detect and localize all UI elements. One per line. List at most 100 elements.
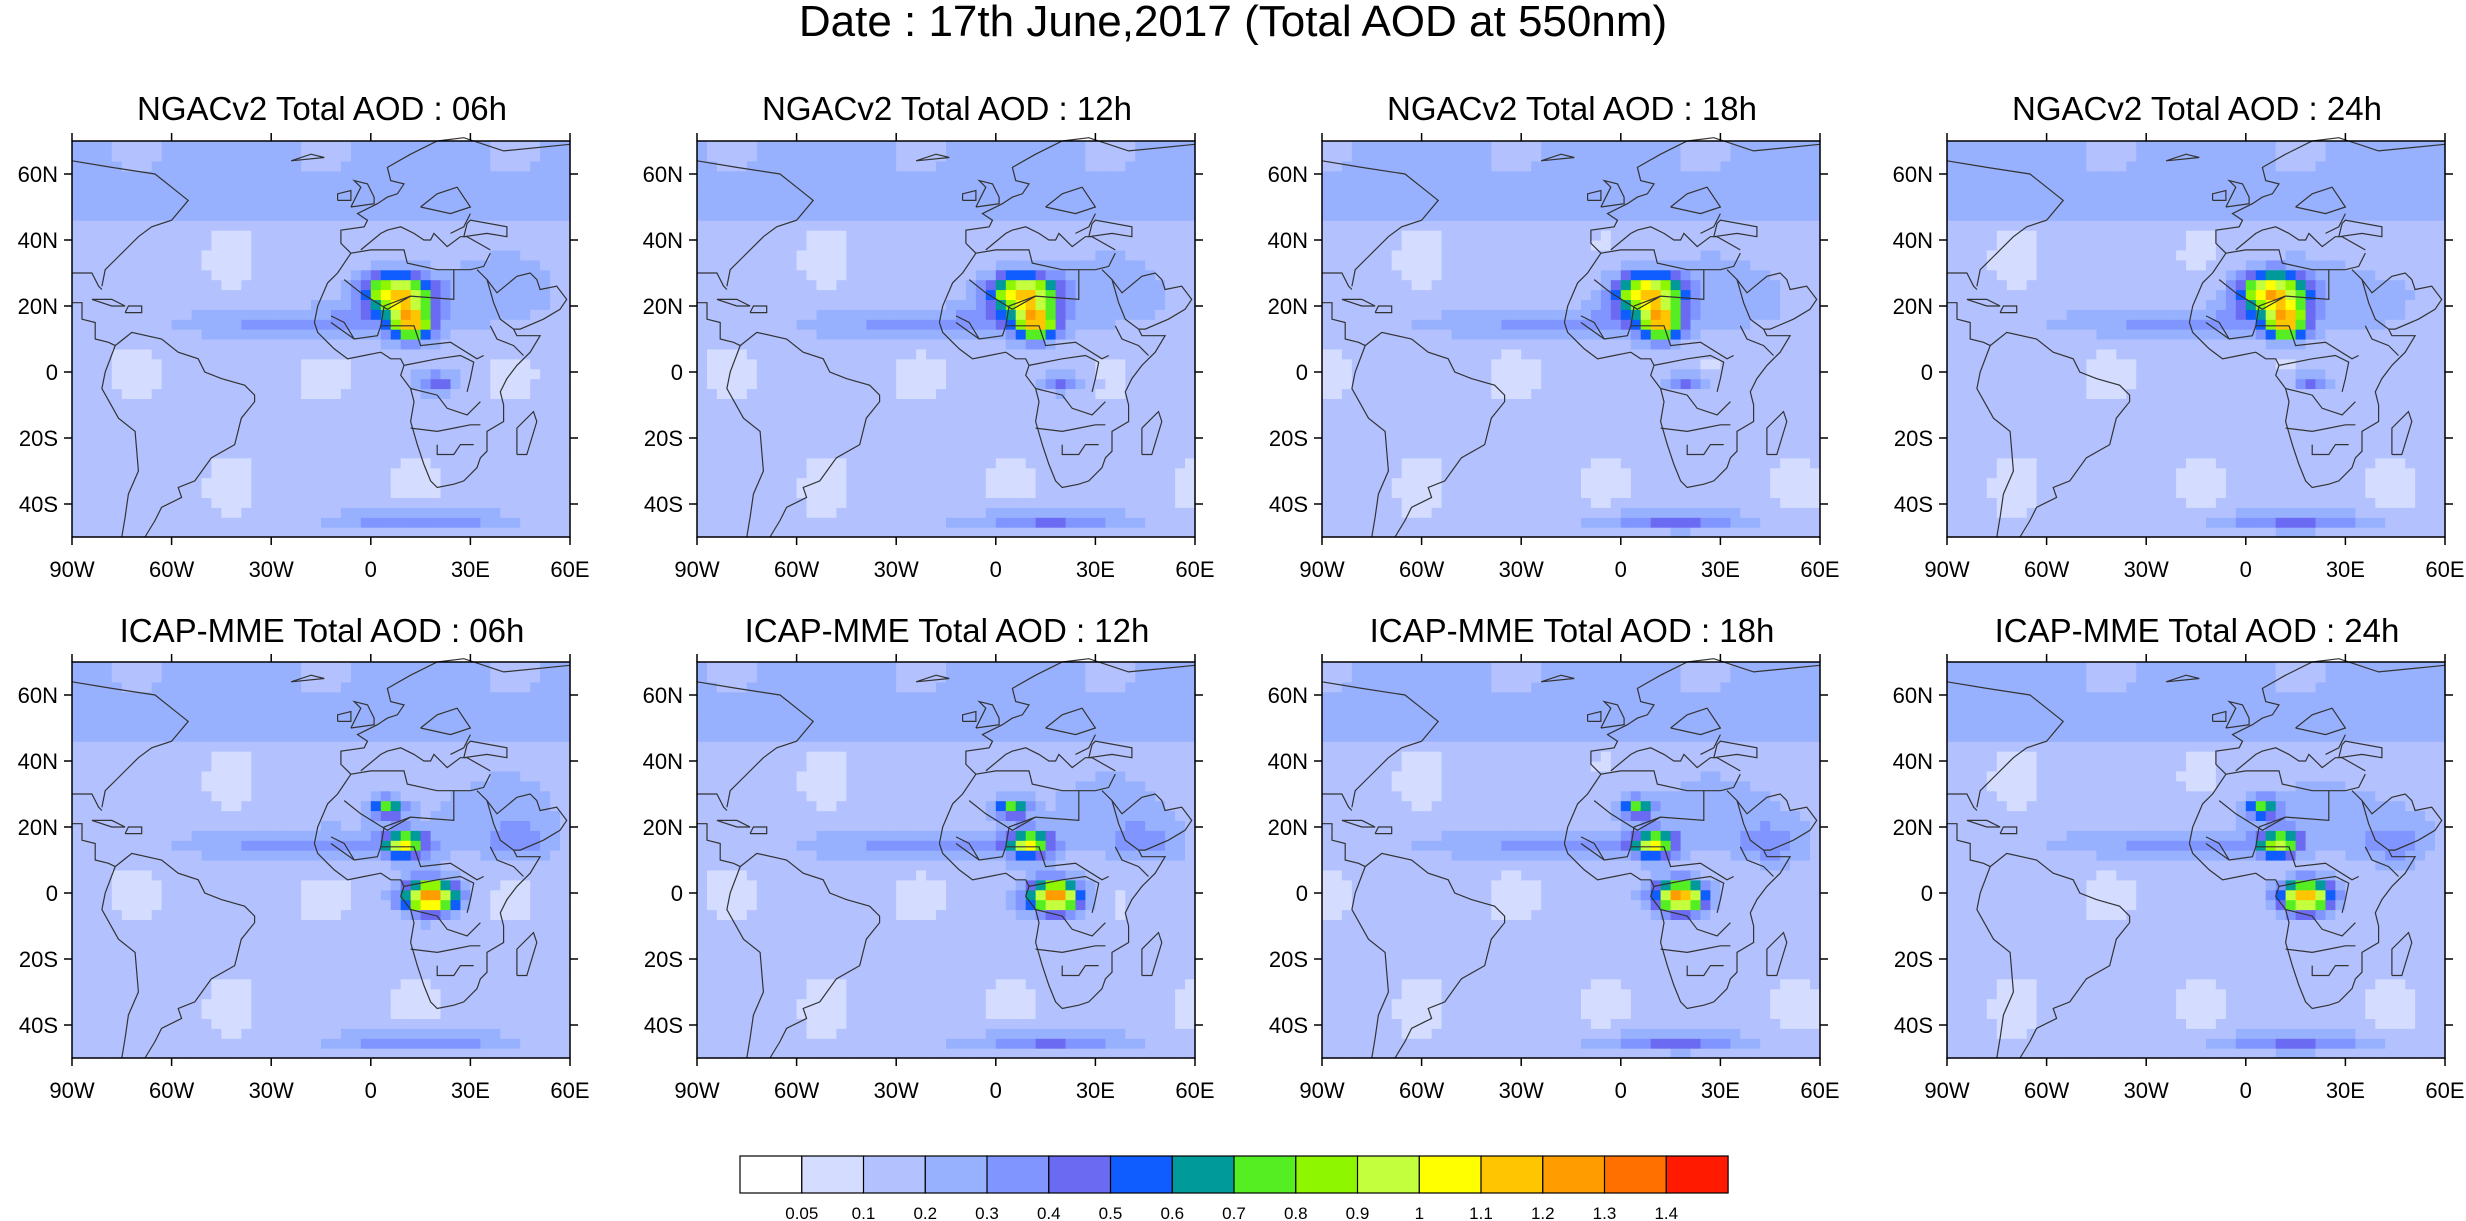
aod-cell: [420, 497, 432, 508]
aod-raster: [72, 141, 571, 538]
aod-cell: [856, 358, 867, 370]
aod-cell: [221, 220, 232, 231]
aod-cell: [956, 339, 967, 350]
aod-cell: [1085, 428, 1096, 439]
aod-cell: [1391, 200, 1403, 211]
aod-cell: [241, 230, 252, 241]
aod-cell: [1015, 230, 1027, 241]
aod-cell: [450, 467, 462, 479]
aod-cell: [1501, 408, 1512, 419]
aod-cell: [707, 457, 718, 469]
aod-cell: [510, 230, 521, 241]
aod-cell: [956, 160, 967, 172]
aod-cell: [956, 210, 967, 221]
aod-cell: [806, 279, 818, 291]
aod-cell: [766, 309, 778, 320]
aod-cell: [291, 259, 302, 271]
aod-cell: [1361, 368, 1373, 380]
aod-cell: [746, 418, 758, 429]
aod-cell: [171, 210, 183, 221]
aod-cell: [1471, 408, 1482, 419]
aod-cell: [1451, 220, 1463, 231]
aod-cell: [331, 289, 342, 300]
aod-cell: [985, 329, 997, 340]
aod-cell: [291, 447, 302, 459]
aod-cell: [1175, 418, 1186, 429]
aod-cell: [1451, 200, 1463, 211]
aod-cell: [806, 170, 818, 182]
aod-cell: [995, 299, 1007, 310]
aod-cell: [460, 279, 471, 291]
aod-cell: [736, 329, 748, 340]
aod-cell: [716, 240, 728, 251]
aod-cell: [906, 527, 917, 538]
aod-cell: [1075, 467, 1087, 479]
aod-cell: [211, 457, 222, 469]
aod-cell: [816, 358, 828, 370]
aod-cell: [450, 358, 462, 370]
aod-cell: [856, 438, 867, 449]
aod-cell: [370, 378, 382, 390]
aod-cell: [550, 428, 561, 439]
aod-cell: [181, 240, 193, 251]
aod-cell: [500, 150, 511, 162]
aod-cell: [1005, 497, 1017, 508]
aod-cell: [726, 428, 738, 439]
aod-cell: [846, 378, 857, 390]
aod-cell: [906, 329, 917, 340]
aod-cell: [1481, 517, 1492, 528]
aod-cell: [806, 200, 818, 211]
aod-cell: [420, 319, 432, 330]
aod-cell: [400, 259, 412, 271]
aod-cell: [956, 447, 967, 459]
aod-cell: [1521, 398, 1532, 409]
aod-cell: [936, 329, 947, 340]
aod-cell: [846, 200, 857, 211]
aod-cell: [776, 487, 788, 498]
aod-cell: [360, 358, 372, 370]
aod-cell: [1421, 141, 1433, 152]
aod-cell: [1075, 141, 1087, 152]
aod-cell: [161, 150, 173, 162]
aod-cell: [707, 527, 718, 538]
aod-cell: [1322, 388, 1333, 399]
aod-cell: [1085, 398, 1096, 409]
coastline: [1028, 354, 1100, 392]
aod-cell: [1341, 160, 1353, 172]
aod-cell: [1175, 180, 1186, 192]
aod-cell: [141, 497, 153, 508]
aod-cell: [1015, 418, 1027, 429]
aod-cell: [82, 319, 93, 330]
aod-cell: [1185, 497, 1196, 508]
aod-cell: [550, 507, 561, 518]
aod-cell: [1381, 259, 1393, 271]
aod-cell: [201, 517, 213, 528]
aod-cell: [1521, 368, 1532, 380]
aod-cell: [370, 150, 382, 162]
aod-cell: [1125, 428, 1136, 439]
aod-cell: [975, 447, 987, 459]
aod-cell: [121, 190, 133, 201]
aod-cell: [1471, 447, 1482, 459]
aod-cell: [1025, 408, 1037, 419]
aod-cell: [1322, 289, 1333, 300]
aod-cell: [560, 358, 571, 370]
aod-cell: [1451, 358, 1463, 370]
aod-cell: [1491, 329, 1502, 340]
aod-cell: [796, 428, 808, 439]
aod-cell: [251, 527, 262, 538]
aod-cell: [1471, 141, 1482, 152]
aod-cell: [241, 368, 252, 380]
aod-cell: [331, 150, 342, 162]
aod-cell: [1075, 269, 1087, 281]
aod-cell: [1045, 527, 1057, 538]
aod-cell: [846, 180, 857, 192]
aod-cell: [560, 368, 571, 380]
aod-cell: [91, 269, 103, 281]
aod-cell: [390, 319, 402, 330]
aod-cell: [1045, 190, 1057, 201]
aod-cell: [1135, 477, 1146, 489]
aod-cell: [141, 249, 153, 261]
aod-cell: [91, 190, 103, 201]
aod-cell: [450, 150, 462, 162]
